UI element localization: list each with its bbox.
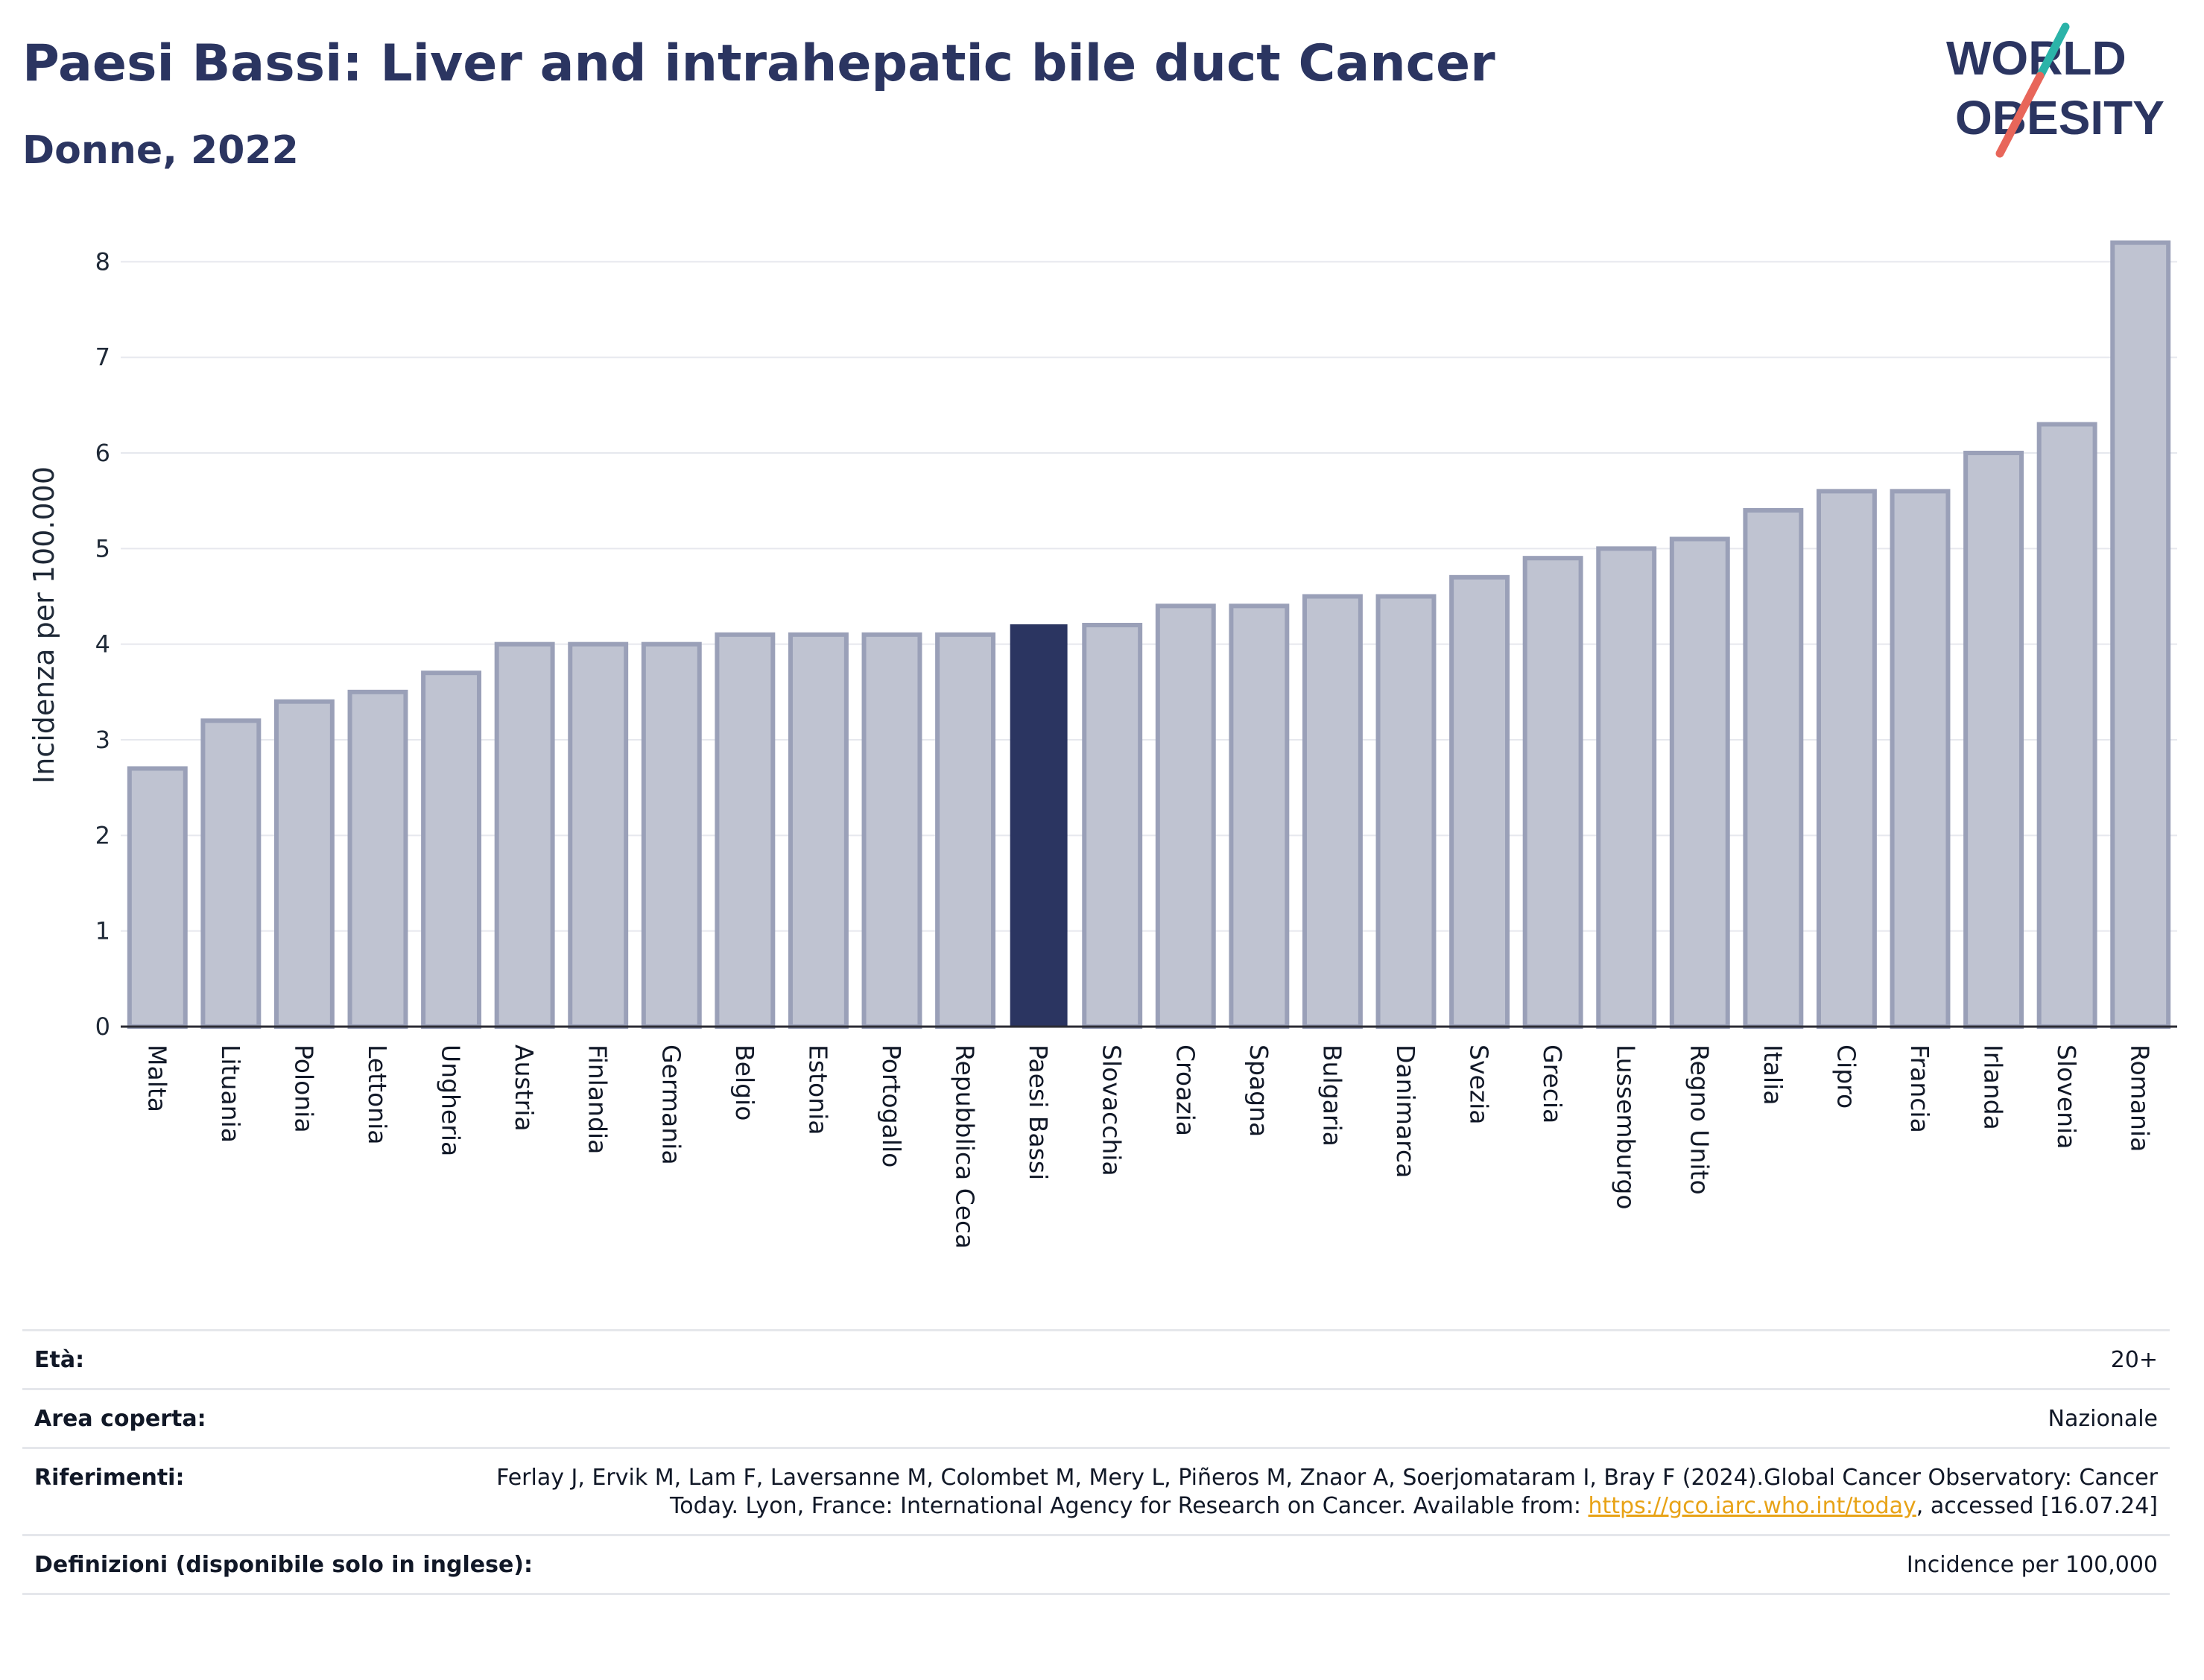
info-row-definitions: Definizioni (disponibile solo in inglese… bbox=[22, 1534, 2170, 1595]
bar bbox=[2110, 240, 2171, 1030]
bar bbox=[1816, 489, 1877, 1029]
x-tick-label: Malta bbox=[142, 1045, 171, 1112]
x-tick-label: Cipro bbox=[1831, 1045, 1861, 1109]
references-label: Riferimenti: bbox=[34, 1465, 185, 1491]
bar bbox=[273, 699, 335, 1030]
bar bbox=[1522, 556, 1583, 1029]
x-tick-label: Danimarca bbox=[1391, 1045, 1420, 1178]
x-tick-label: Slovacchia bbox=[1098, 1045, 1127, 1176]
x-tick-label: Irlanda bbox=[1979, 1045, 2008, 1130]
x-tick-label: Bulgaria bbox=[1317, 1045, 1346, 1147]
x-tick-label: Italia bbox=[1758, 1045, 1787, 1105]
y-tick-label: 7 bbox=[95, 343, 110, 372]
x-tick-label: Ungheria bbox=[437, 1045, 466, 1156]
x-tick-label: Austria bbox=[510, 1045, 539, 1132]
x-tick-label: Polonia bbox=[289, 1045, 318, 1133]
area-label: Area coperta: bbox=[34, 1406, 206, 1432]
bar bbox=[1010, 624, 1068, 1027]
logo-line-obesity: OBESITY bbox=[1955, 91, 2165, 145]
x-tick-label: Finlandia bbox=[583, 1045, 612, 1154]
x-tick-label: Lussemburgo bbox=[1612, 1045, 1641, 1210]
logo-slash-top-icon bbox=[2036, 22, 2070, 80]
age-value: 20+ bbox=[2110, 1347, 2158, 1373]
references-accessed: , accessed [16.07.24] bbox=[1916, 1493, 2158, 1519]
logo-slash-bottom-icon bbox=[1995, 72, 2045, 158]
bar bbox=[1302, 594, 1363, 1029]
bar bbox=[1963, 451, 2024, 1029]
y-tick-label: 3 bbox=[95, 726, 110, 754]
bar bbox=[1890, 489, 1951, 1029]
age-label: Età: bbox=[34, 1347, 85, 1373]
bar bbox=[1669, 536, 1730, 1029]
bar bbox=[788, 632, 849, 1029]
x-tick-label: Paesi Bassi bbox=[1024, 1045, 1053, 1180]
bar bbox=[421, 671, 482, 1030]
references-value: Ferlay J, Ervik M, Lam F, Laversanne M, … bbox=[489, 1464, 2158, 1521]
definitions-value: Incidence per 100,000 bbox=[1906, 1552, 2158, 1578]
info-row-references: Riferimenti: Ferlay J, Ervik M, Lam F, L… bbox=[22, 1447, 2170, 1534]
x-tick-label: Estonia bbox=[803, 1045, 832, 1135]
y-tick-label: 8 bbox=[95, 247, 110, 276]
bar-chart: 0 1 2 3 4 5 6 7 8 Incidenza per 100.000 Malta Litua… bbox=[28, 240, 2177, 1249]
bar bbox=[861, 632, 922, 1029]
y-axis-label: Incidenza per 100.000 bbox=[28, 466, 60, 784]
bar bbox=[1082, 623, 1143, 1029]
x-tick-label: Repubblica Ceca bbox=[951, 1045, 980, 1249]
bar bbox=[715, 632, 776, 1029]
bar bbox=[935, 632, 996, 1029]
y-tick-label: 0 bbox=[95, 1012, 110, 1041]
bar bbox=[568, 641, 629, 1029]
x-tick-label: Romania bbox=[2126, 1045, 2155, 1152]
bar bbox=[494, 641, 555, 1029]
x-tick-label: Lettonia bbox=[363, 1045, 392, 1144]
info-row-area: Area coperta: Nazionale bbox=[22, 1388, 2170, 1447]
bar bbox=[1155, 603, 1216, 1029]
info-table: Età: 20+ Area coperta: Nazionale Riferim… bbox=[22, 1329, 2170, 1595]
x-tick-label: Croazia bbox=[1171, 1045, 1200, 1136]
x-tick-label: Belgio bbox=[730, 1045, 759, 1120]
bar bbox=[1449, 574, 1510, 1029]
area-value: Nazionale bbox=[2048, 1406, 2158, 1432]
world-obesity-logo: WORLD OBESITY bbox=[1946, 22, 2165, 158]
bar bbox=[2036, 422, 2097, 1029]
info-row-age: Età: 20+ bbox=[22, 1329, 2170, 1388]
x-tick-label: Germania bbox=[656, 1045, 685, 1165]
x-tick-label: Spagna bbox=[1244, 1045, 1273, 1137]
x-tick-label: Francia bbox=[1905, 1045, 1934, 1133]
y-tick-label: 6 bbox=[95, 439, 110, 467]
bar bbox=[200, 718, 262, 1029]
y-tick-label: 5 bbox=[95, 534, 110, 562]
bar bbox=[1229, 603, 1290, 1029]
y-tick-label: 4 bbox=[95, 630, 110, 659]
chart-subtitle: Donne, 2022 bbox=[22, 128, 299, 173]
bar bbox=[1375, 594, 1437, 1029]
y-tick-label: 2 bbox=[95, 821, 110, 849]
chart-title: Paesi Bassi: Liver and intrahepatic bile… bbox=[22, 34, 1495, 93]
bar bbox=[347, 689, 408, 1029]
bar bbox=[127, 766, 188, 1029]
bar bbox=[1596, 546, 1657, 1029]
y-tick-label: 1 bbox=[95, 917, 110, 945]
bar bbox=[1743, 508, 1804, 1029]
x-tick-label: Portogallo bbox=[877, 1045, 906, 1167]
x-tick-label: Svezia bbox=[1465, 1045, 1494, 1125]
references-text: Ferlay J, Ervik M, Lam F, Laversanne M, … bbox=[496, 1465, 2158, 1519]
definitions-label: Definizioni (disponibile solo in inglese… bbox=[34, 1552, 533, 1578]
references-link[interactable]: https://gco.iarc.who.int/today bbox=[1588, 1493, 1916, 1519]
bar bbox=[641, 641, 702, 1029]
x-tick-label: Regno Unito bbox=[1685, 1045, 1714, 1195]
x-tick-label: Lituania bbox=[216, 1045, 245, 1143]
x-tick-label: Grecia bbox=[1538, 1045, 1567, 1123]
x-tick-label: Slovenia bbox=[2052, 1045, 2081, 1149]
